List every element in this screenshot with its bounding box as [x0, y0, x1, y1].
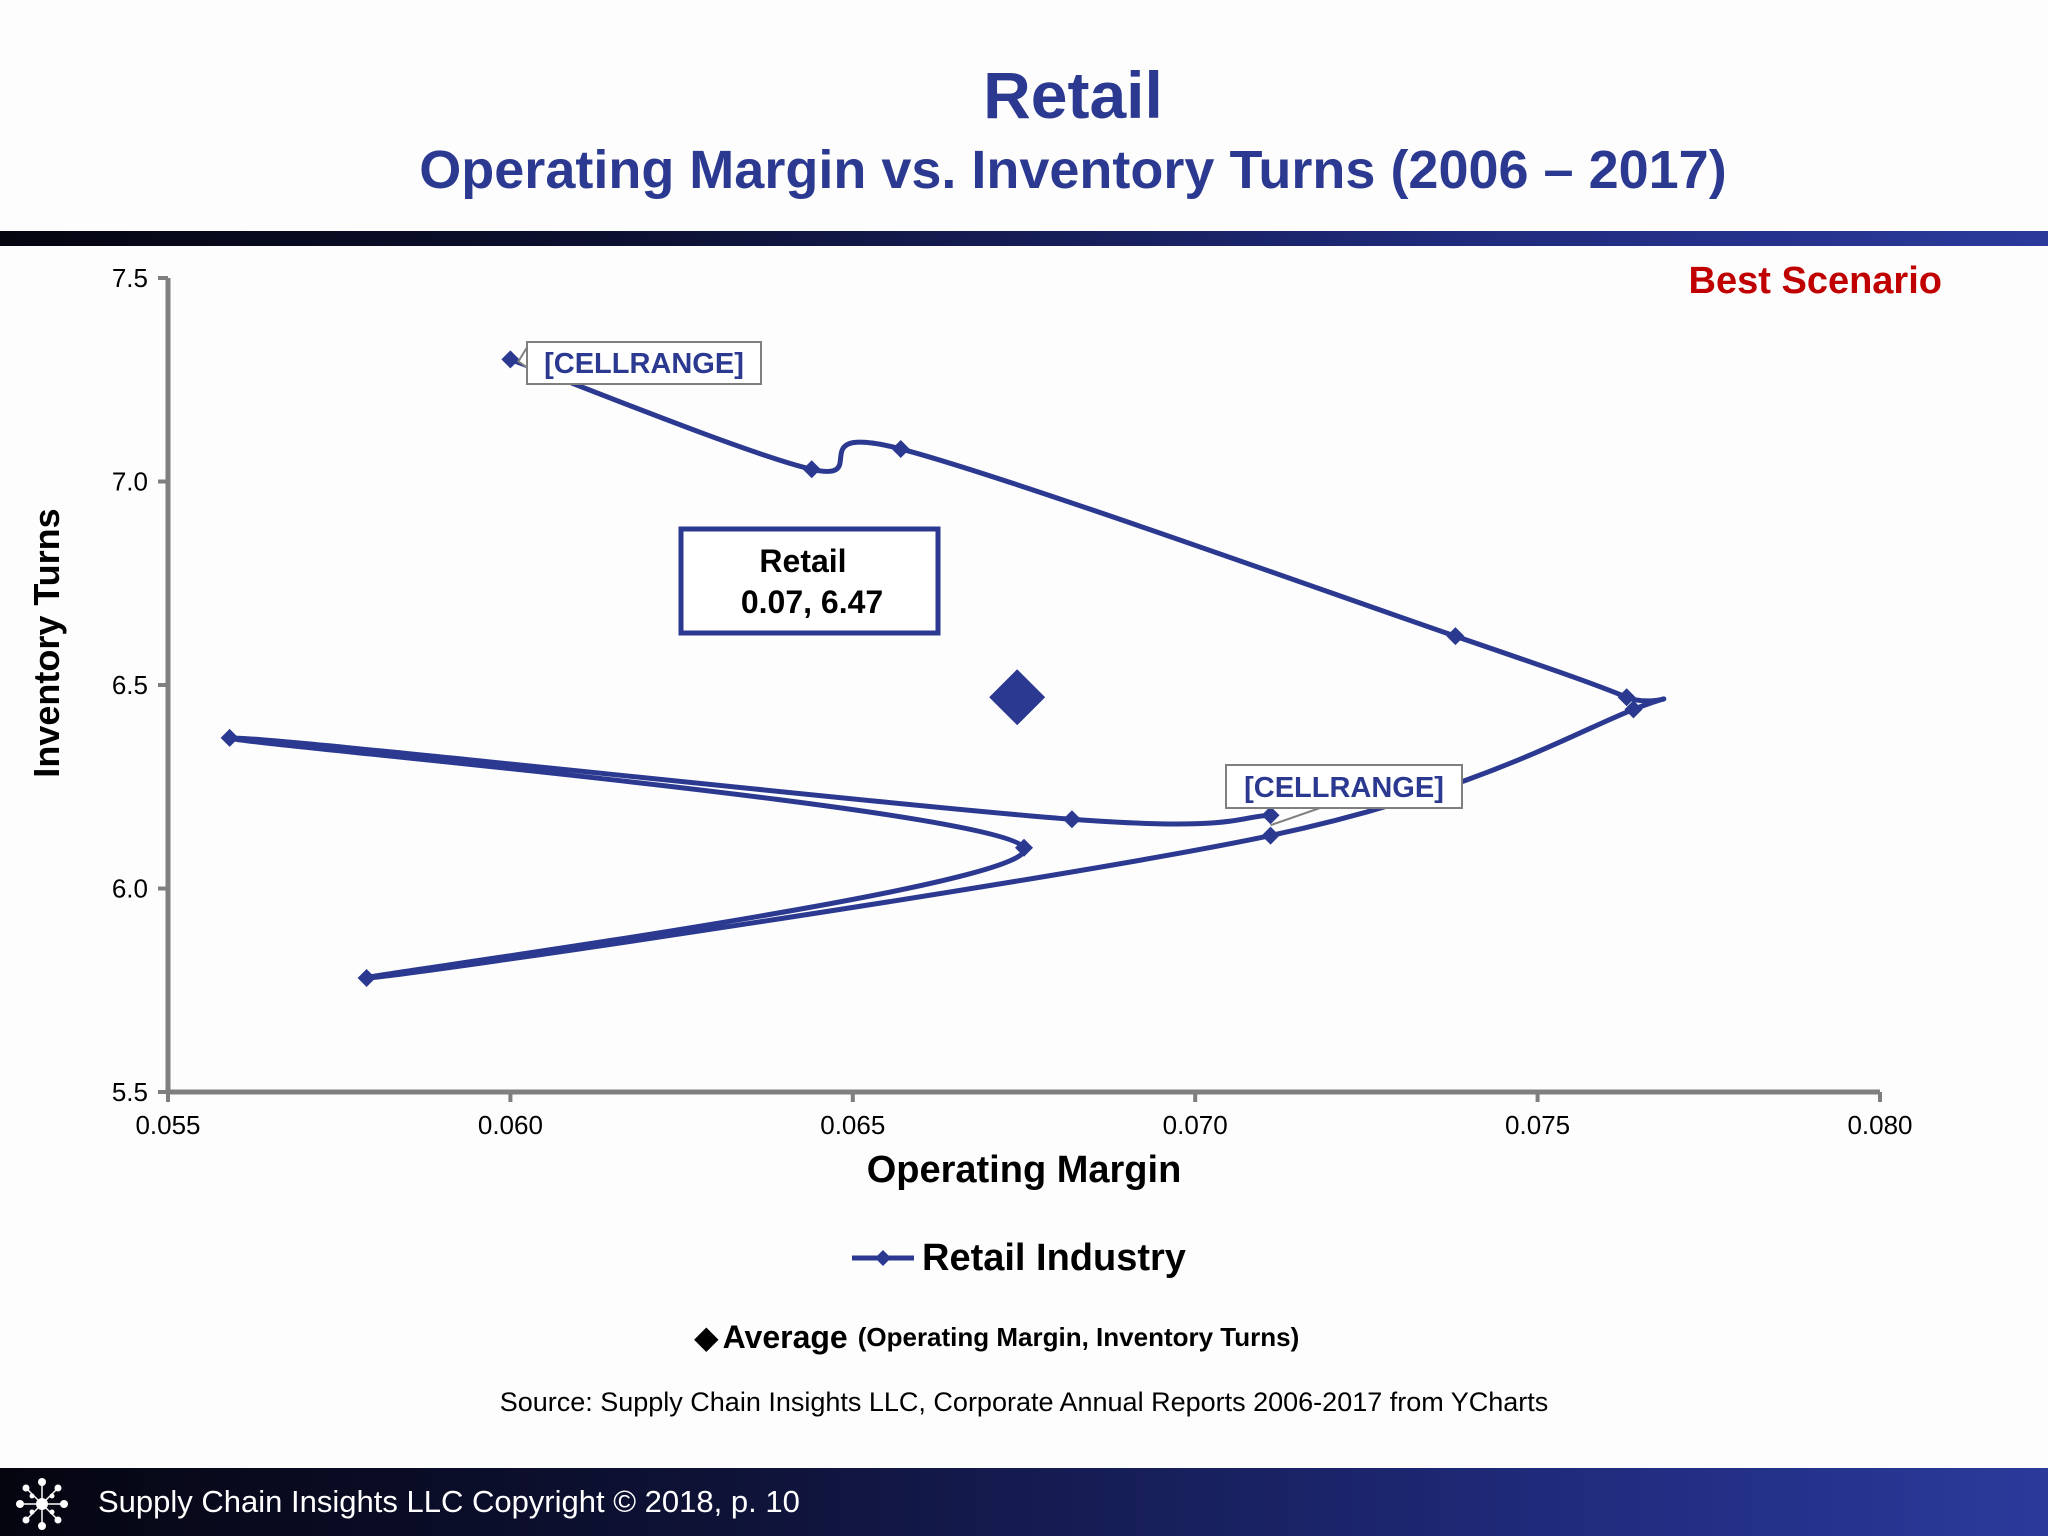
callout-box	[1225, 764, 1463, 809]
x-tick-label: 0.055	[135, 1110, 200, 1140]
legend-average: ◆ Average (Operating Margin, Inventory T…	[694, 1312, 1299, 1362]
y-tick-label: 6.0	[112, 874, 148, 904]
average-callout-box	[678, 526, 941, 636]
chart-subtitle: Operating Margin vs. Inventory Turns (20…	[419, 140, 1727, 200]
callout-label: [CELLRANGE]	[544, 348, 744, 380]
x-tick-label: 0.070	[1163, 1110, 1228, 1140]
legend-average-sublabel: (Operating Margin, Inventory Turns)	[857, 1321, 1300, 1352]
data-point-marker	[1261, 806, 1280, 825]
annotation-layer: [CELLRANGE] [CELLRANGE] Retail 0.07, 6.47	[517, 341, 1463, 827]
x-tick-label: 0.075	[1505, 1110, 1570, 1140]
legend-series: Retail Industry	[850, 1230, 1186, 1286]
data-point-marker	[1617, 688, 1636, 707]
legend-series-label: Retail Industry	[922, 1236, 1186, 1279]
scenario-label: Best Scenario	[1688, 260, 1942, 302]
data-point-marker	[1015, 838, 1033, 857]
y-tick-label: 7.0	[112, 467, 148, 497]
data-point-marker	[220, 728, 239, 747]
average-marker	[989, 669, 1046, 726]
x-axis-label: Operating Margin	[866, 1149, 1182, 1191]
callout-label: [CELLRANGE]	[1244, 772, 1444, 804]
legend-line-diamond-icon	[852, 1250, 914, 1266]
series-line-retail-industry	[227, 356, 1667, 981]
callout-pointer	[1270, 807, 1321, 827]
data-point-marker	[1446, 627, 1465, 646]
x-tick-label: 0.080	[1847, 1110, 1912, 1140]
header-divider-band	[0, 231, 2048, 246]
data-point-marker	[1624, 700, 1643, 719]
chart-axes: 5.5 6.0 6.5 7.0 7.5 0.055 0.060 0.065 0.070 0.075…	[112, 263, 1913, 1140]
footer-copyright: Supply Chain Insights LLC Copyright © 20…	[98, 1484, 800, 1519]
average-callout-title: Retail	[759, 543, 846, 579]
y-tick-label: 7.5	[112, 263, 148, 293]
average-callout-value: 0.07, 6.47	[741, 584, 883, 620]
scatter-chart: 5.5 6.0 6.5 7.0 7.5 0.055 0.060 0.065 0.070 0.075…	[112, 263, 1913, 1140]
series-layer	[220, 350, 1667, 988]
data-point-marker	[1261, 826, 1280, 845]
source-note: Source: Supply Chain Insights LLC, Corpo…	[499, 1387, 1549, 1417]
x-tick-label: 0.065	[820, 1110, 885, 1140]
data-point-marker	[1062, 810, 1081, 829]
data-point-marker	[357, 969, 376, 988]
callout-box	[526, 341, 762, 385]
footer-bar: Supply Chain Insights LLC Copyright © 20…	[0, 1468, 2048, 1536]
y-tick-label: 6.5	[112, 670, 148, 700]
chart-title: Retail	[983, 58, 1163, 132]
y-tick-label: 5.5	[112, 1077, 148, 1107]
data-point-marker	[802, 460, 821, 479]
x-tick-label: 0.060	[478, 1110, 543, 1140]
data-point-marker	[501, 350, 520, 369]
network-logo-icon	[16, 1478, 68, 1530]
diamond-icon: ◆	[694, 1319, 719, 1355]
data-point-marker	[891, 439, 910, 458]
legend-average-label: Average	[722, 1318, 848, 1355]
